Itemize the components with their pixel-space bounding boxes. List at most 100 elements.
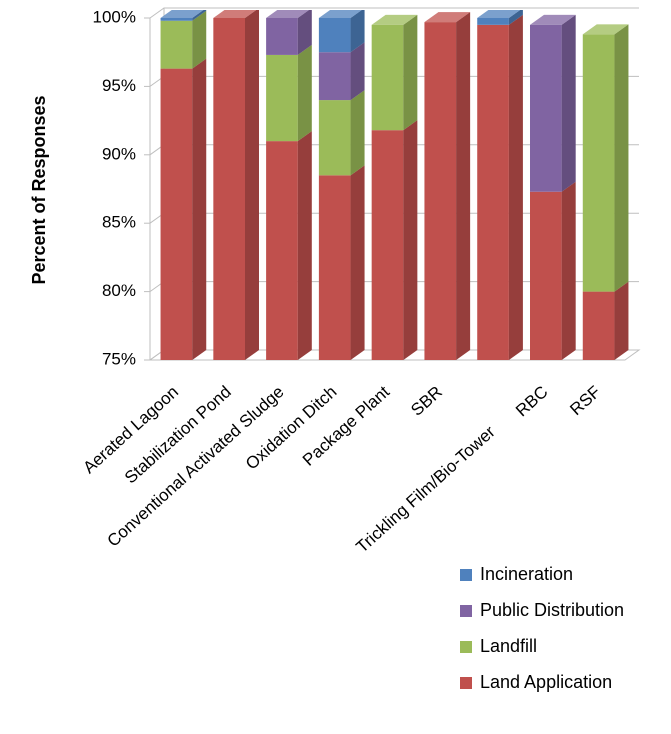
bar-side-shade [403,120,418,361]
bar-top [371,14,418,25]
bar-top-shade [213,10,257,18]
bar-side [297,44,312,142]
bar-side-shade [350,165,365,360]
bar-top-shade [160,10,204,18]
bar-side [350,10,365,53]
bar-top-shade [318,10,362,18]
bar-top [424,12,471,23]
bar-top-shade [266,10,309,18]
bar-side [192,58,207,361]
bars [160,10,629,361]
bar-side [508,14,523,361]
bar-side [614,24,629,292]
bar-side [403,14,418,131]
bar-top [266,10,309,18]
bar [266,54,298,142]
bar-top [530,14,576,25]
bar [424,22,457,360]
y-tick-label: 75% [102,349,136,368]
bar [318,18,351,53]
bar-side-shade [508,10,523,25]
bar-side [561,14,576,192]
bar-side-shade [403,14,418,131]
bar [477,18,509,25]
y-tick-label: 90% [102,144,136,163]
bar-side [297,10,312,55]
bar-side [561,181,576,360]
bar-top-shade [371,14,418,25]
bar [582,291,615,360]
y-tick-label: 80% [102,281,136,300]
bar-side-shade [561,14,576,192]
bar-side [192,10,207,21]
bar [318,100,351,176]
bar-side [297,131,312,360]
x-tick-label: SBR [407,382,446,420]
bar-side [614,281,629,360]
bar [213,18,245,360]
bar-side-shade [350,10,365,53]
legend-label: Landfill [480,636,537,656]
bar-side-shade [192,58,207,361]
bar-side-shade [561,181,576,360]
bar [477,24,509,361]
bar-top [160,10,204,18]
legend-swatch [460,605,472,617]
bar-side [350,42,365,101]
bar-side-shade [297,44,312,142]
legend-label: Incineration [480,564,573,584]
bar-side-shade [508,14,523,361]
bar-top [477,10,521,18]
bar [371,24,404,131]
y-tick-label: 85% [102,213,136,232]
legend-label: Land Application [480,672,612,692]
y-tick-label: 100% [93,7,136,26]
bar [266,141,298,360]
legend-label: Public Distribution [480,600,624,620]
bar-top [213,10,257,18]
bar-top-shade [530,14,576,25]
bar-side-shade [614,281,629,360]
bar-top-shade [477,10,521,18]
bar-side-shade [297,10,312,55]
bar-side-shade [245,10,259,360]
bar-side [403,120,418,361]
bar-side-shade [192,10,207,69]
x-tick-label: RSF [566,382,604,419]
bar-side-shade [350,90,365,176]
bar [160,20,193,69]
bar-side-shade [350,42,365,101]
bar-top-shade [424,12,471,23]
bar [160,68,193,360]
bar-side [456,12,471,360]
bar [582,34,615,292]
bar-side [350,165,365,360]
bar-top-shade [582,24,629,35]
x-tick-label: Aerated Lagoon [79,382,182,477]
bar-side-shade [614,24,629,292]
bar-side [192,10,207,69]
x-tick-label: Trickling Film/Bio-Tower [352,422,499,557]
bar [160,18,193,21]
bar-side-shade [297,131,312,360]
bar [371,130,404,360]
y-tick-label: 95% [102,76,136,95]
bar-side [245,10,259,360]
y-axis-title: Percent of Responses [29,95,49,284]
bar [530,24,562,192]
legend-swatch [460,641,472,653]
bar [530,191,562,360]
bar [266,18,298,55]
bar [318,52,351,101]
legend-swatch [460,677,472,689]
x-tick-label: Oxidation Ditch [242,382,340,473]
bar-top [582,24,629,35]
bar-top [318,10,362,18]
bar [318,175,351,360]
x-tick-label: RBC [512,382,551,420]
legend-swatch [460,569,472,581]
bar-side [508,10,523,25]
grid-line [149,7,639,19]
bar-side-shade [192,10,207,21]
